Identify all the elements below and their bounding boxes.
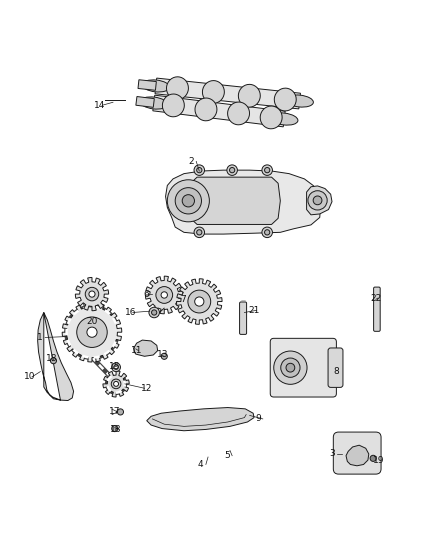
Circle shape [112, 363, 120, 372]
Polygon shape [177, 279, 222, 324]
FancyBboxPatch shape [328, 348, 343, 387]
FancyBboxPatch shape [333, 432, 381, 474]
Ellipse shape [195, 98, 217, 121]
Text: 15: 15 [109, 362, 120, 371]
Circle shape [113, 382, 119, 386]
Text: 6: 6 [144, 289, 149, 298]
Text: 10: 10 [24, 373, 35, 382]
Circle shape [262, 165, 272, 175]
Circle shape [197, 230, 202, 235]
Ellipse shape [238, 84, 260, 107]
Circle shape [149, 307, 159, 318]
FancyBboxPatch shape [374, 287, 380, 332]
Circle shape [175, 188, 201, 214]
Polygon shape [38, 312, 74, 400]
Polygon shape [155, 78, 300, 109]
Circle shape [89, 291, 95, 297]
Circle shape [161, 292, 167, 298]
Text: 4: 4 [198, 460, 204, 469]
Polygon shape [145, 276, 183, 314]
Polygon shape [134, 340, 158, 356]
Ellipse shape [166, 77, 188, 100]
Polygon shape [103, 371, 129, 397]
Circle shape [370, 455, 376, 462]
Text: 9: 9 [255, 415, 261, 423]
Circle shape [152, 310, 157, 315]
Text: 16: 16 [125, 308, 136, 317]
Circle shape [77, 317, 107, 348]
Text: 20: 20 [86, 317, 97, 326]
Circle shape [111, 379, 121, 389]
Circle shape [112, 425, 118, 432]
Text: 21: 21 [249, 306, 260, 315]
Text: 1: 1 [37, 333, 43, 342]
Circle shape [308, 191, 327, 210]
Ellipse shape [140, 97, 167, 109]
Text: 12: 12 [141, 384, 152, 393]
FancyBboxPatch shape [240, 302, 247, 334]
Circle shape [281, 358, 300, 377]
Circle shape [87, 327, 97, 337]
Polygon shape [147, 408, 254, 431]
Ellipse shape [228, 102, 250, 125]
Polygon shape [307, 186, 332, 215]
Circle shape [265, 167, 270, 173]
Text: 11: 11 [131, 346, 142, 355]
Circle shape [114, 365, 118, 369]
Circle shape [265, 230, 270, 235]
Circle shape [167, 180, 209, 222]
Ellipse shape [162, 94, 184, 117]
Ellipse shape [202, 80, 224, 103]
Polygon shape [62, 302, 122, 362]
Polygon shape [153, 95, 285, 127]
Text: 18: 18 [46, 354, 57, 363]
Circle shape [262, 227, 272, 238]
Polygon shape [166, 170, 321, 234]
Text: 17: 17 [109, 407, 120, 416]
Text: 7: 7 [180, 295, 186, 304]
Ellipse shape [271, 113, 298, 125]
Circle shape [286, 364, 295, 372]
Circle shape [194, 165, 205, 175]
Text: 5: 5 [224, 451, 230, 460]
Circle shape [188, 290, 211, 313]
FancyBboxPatch shape [270, 338, 336, 397]
Polygon shape [75, 278, 109, 311]
Text: 14: 14 [94, 101, 106, 110]
Ellipse shape [274, 88, 296, 111]
Polygon shape [188, 177, 280, 224]
Circle shape [197, 167, 202, 173]
Circle shape [194, 227, 205, 238]
Text: 2: 2 [188, 157, 194, 166]
Circle shape [230, 167, 235, 173]
Polygon shape [346, 445, 369, 466]
Text: 13: 13 [157, 351, 169, 359]
Circle shape [161, 353, 167, 359]
Text: 18: 18 [110, 425, 122, 434]
Circle shape [313, 196, 322, 205]
Text: 22: 22 [370, 294, 381, 303]
Circle shape [274, 351, 307, 384]
Circle shape [195, 297, 204, 306]
Text: 8: 8 [334, 367, 339, 376]
Polygon shape [138, 80, 156, 90]
Ellipse shape [286, 95, 313, 107]
Circle shape [117, 409, 124, 415]
Circle shape [156, 287, 173, 303]
Ellipse shape [142, 80, 170, 92]
Polygon shape [136, 96, 154, 107]
Ellipse shape [260, 106, 282, 129]
Circle shape [182, 195, 194, 207]
Text: 3: 3 [329, 449, 335, 458]
Circle shape [50, 358, 57, 364]
Circle shape [85, 287, 99, 301]
Circle shape [227, 165, 237, 175]
Text: 19: 19 [373, 456, 385, 465]
